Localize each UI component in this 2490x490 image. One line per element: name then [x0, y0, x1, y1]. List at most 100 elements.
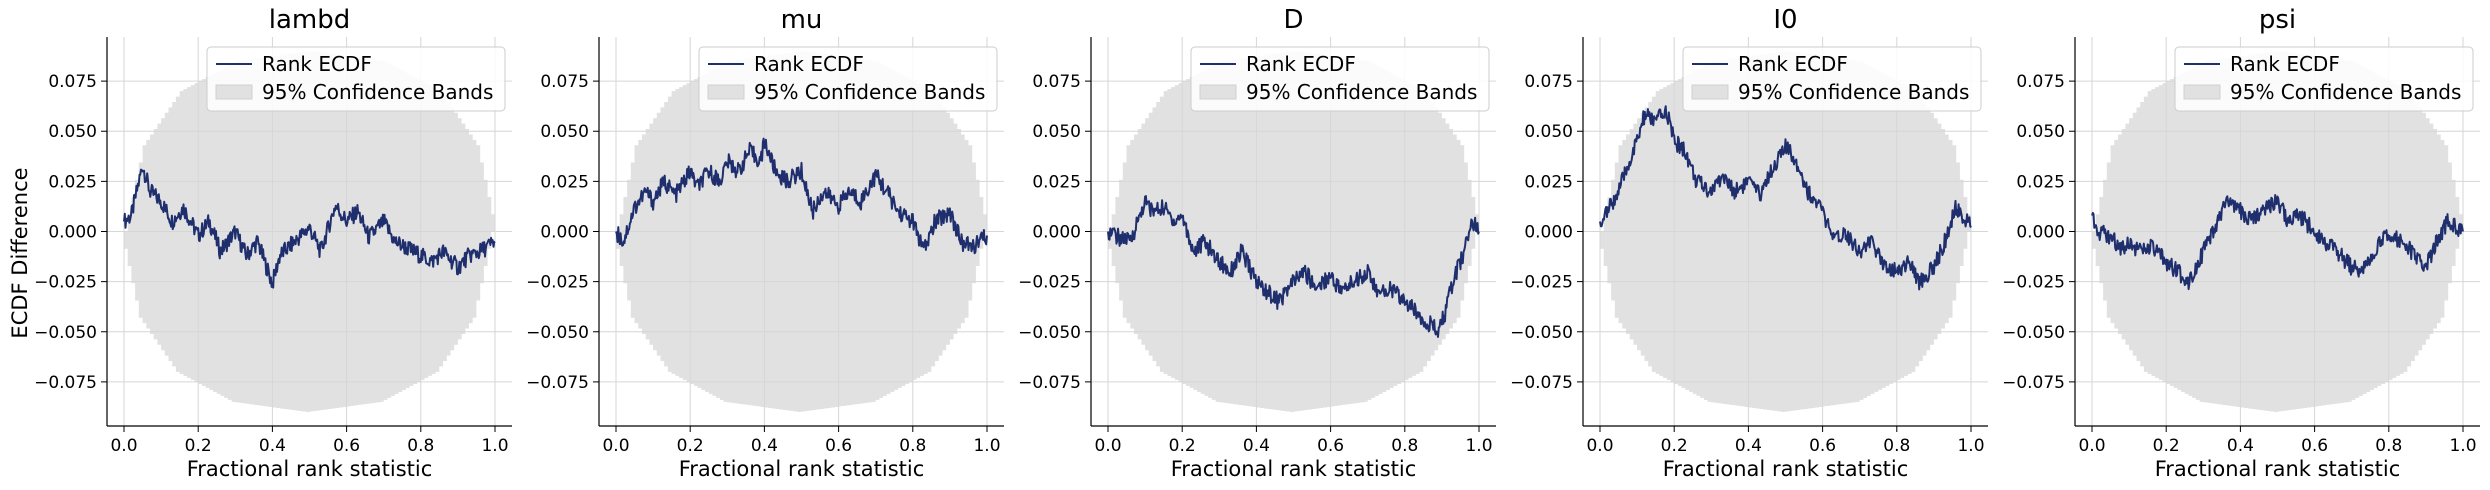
panel-title: D	[1283, 5, 1303, 35]
x-tick-label: 0.2	[185, 436, 212, 456]
x-tick-label: 0.4	[2227, 436, 2254, 456]
y-tick-label: −0.050	[1510, 323, 1573, 343]
legend-label-band: 95% Confidence Bands	[754, 80, 985, 104]
y-tick-label: 0.075	[540, 72, 589, 92]
y-tick-label: 0.025	[540, 172, 589, 192]
x-tick-label: 1.0	[973, 436, 1000, 456]
y-tick-label: −0.075	[1510, 373, 1573, 393]
x-tick-label: 0.2	[677, 436, 704, 456]
x-tick-label: 0.2	[2153, 436, 2180, 456]
y-tick-label: 0.075	[1524, 72, 1573, 92]
y-tick-label: 0.000	[1032, 223, 1081, 243]
y-tick-label: 0.025	[1524, 172, 1573, 192]
y-tick-label: 0.075	[48, 72, 97, 92]
y-tick-label: 0.000	[48, 223, 97, 243]
panel-title: psi	[2259, 5, 2296, 35]
x-tick-label: 0.8	[899, 436, 926, 456]
x-tick-label: 0.2	[1661, 436, 1688, 456]
y-tick-label: −0.075	[2002, 373, 2065, 393]
y-tick-label: 0.075	[2016, 72, 2065, 92]
x-tick-label: 0.4	[259, 436, 286, 456]
y-tick-label: 0.000	[1524, 223, 1573, 243]
y-tick-label: −0.075	[526, 373, 589, 393]
y-tick-label: 0.050	[1032, 122, 1081, 142]
legend-label-band: 95% Confidence Bands	[1246, 80, 1477, 104]
legend-label-line: Rank ECDF	[262, 52, 372, 76]
y-tick-label: −0.075	[1018, 373, 1081, 393]
panel-title: lambd	[269, 5, 351, 35]
x-tick-label: 1.0	[1465, 436, 1492, 456]
legend-box	[698, 46, 998, 112]
ecdf-line	[123, 168, 496, 289]
x-tick-label: 1.0	[2449, 436, 2476, 456]
x-tick-label: 0.0	[110, 436, 137, 456]
y-tick-label: 0.025	[2016, 172, 2065, 192]
legend-label-line: Rank ECDF	[2230, 52, 2340, 76]
ecdf-line	[2091, 194, 2464, 291]
y-tick-label: 0.050	[540, 122, 589, 142]
legend-label-line: Rank ECDF	[1246, 52, 1356, 76]
legend-band-swatch	[1691, 84, 1729, 100]
legend-band-swatch	[707, 84, 745, 100]
legend-box	[1190, 46, 1490, 112]
panel-title: mu	[781, 5, 823, 35]
y-tick-label: −0.075	[34, 373, 97, 393]
y-tick-label: −0.025	[1510, 273, 1573, 293]
legend-box	[206, 46, 506, 112]
x-tick-label: 0.0	[602, 436, 629, 456]
x-tick-label: 0.8	[1883, 436, 1910, 456]
y-axis-label: ECDF Difference	[8, 167, 32, 338]
x-tick-label: 0.0	[1094, 436, 1121, 456]
y-tick-label: −0.050	[1018, 323, 1081, 343]
y-tick-label: 0.050	[2016, 122, 2065, 142]
legend-band-swatch	[215, 84, 253, 100]
x-tick-label: 0.8	[1391, 436, 1418, 456]
legend-box	[2174, 46, 2474, 112]
y-tick-label: 0.000	[540, 223, 589, 243]
panel-I0: 0.075 0.050 0.025 0.000 −0.025 −0.050 −0.075 0.…	[1510, 5, 1988, 481]
y-tick-label: 0.025	[48, 172, 97, 192]
x-tick-label: 0.8	[2375, 436, 2402, 456]
x-tick-label: 0.6	[2301, 436, 2328, 456]
y-tick-label: −0.025	[2002, 273, 2065, 293]
legend: Rank ECDF 95% Confidence Bands	[1190, 46, 1490, 112]
x-tick-label: 0.6	[825, 436, 852, 456]
y-tick-label: −0.050	[526, 323, 589, 343]
panel-mu: 0.075 0.050 0.025 0.000 −0.025 −0.050 −0.075 0.…	[526, 5, 1004, 481]
y-tick-label: 0.050	[1524, 122, 1573, 142]
y-tick-label: −0.025	[34, 273, 97, 293]
legend-box	[1682, 46, 1982, 112]
panel-psi: 0.075 0.050 0.025 0.000 −0.025 −0.050 −0.075 0.…	[2002, 5, 2480, 481]
panel-D: 0.075 0.050 0.025 0.000 −0.025 −0.050 −0.075 0.…	[1018, 5, 1496, 481]
legend: Rank ECDF 95% Confidence Bands	[2174, 46, 2474, 112]
legend-label-line: Rank ECDF	[754, 52, 864, 76]
x-tick-label: 0.4	[1243, 436, 1270, 456]
legend-label-line: Rank ECDF	[1738, 52, 1848, 76]
legend-band-swatch	[2183, 84, 2221, 100]
y-tick-label: −0.025	[526, 273, 589, 293]
ecdf-line	[615, 137, 988, 255]
y-tick-label: −0.050	[34, 323, 97, 343]
y-tick-label: 0.075	[1032, 72, 1081, 92]
legend: Rank ECDF 95% Confidence Bands	[206, 46, 506, 112]
x-axis-label: Fractional rank statistic	[2155, 457, 2401, 481]
legend-band-swatch	[1199, 84, 1237, 100]
x-tick-label: 0.6	[333, 436, 360, 456]
y-tick-label: −0.050	[2002, 323, 2065, 343]
legend: Rank ECDF 95% Confidence Bands	[698, 46, 998, 112]
x-tick-label: 0.0	[1586, 436, 1613, 456]
legend-label-band: 95% Confidence Bands	[262, 80, 493, 104]
legend-label-band: 95% Confidence Bands	[1738, 80, 1969, 104]
y-tick-label: 0.025	[1032, 172, 1081, 192]
x-tick-label: 0.2	[1169, 436, 1196, 456]
panel-lambd: 0.075 0.050 0.025 0.000 −0.025 −0.050 −0.075 0.…	[34, 5, 512, 481]
panel-title: I0	[1773, 5, 1797, 35]
x-tick-label: 0.6	[1317, 436, 1344, 456]
ecdf-line	[1599, 105, 1972, 291]
x-axis-label: Fractional rank statistic	[187, 457, 433, 481]
x-axis-label: Fractional rank statistic	[1663, 457, 1909, 481]
x-tick-label: 0.4	[751, 436, 778, 456]
y-tick-label: −0.025	[1018, 273, 1081, 293]
x-tick-label: 0.0	[2078, 436, 2105, 456]
